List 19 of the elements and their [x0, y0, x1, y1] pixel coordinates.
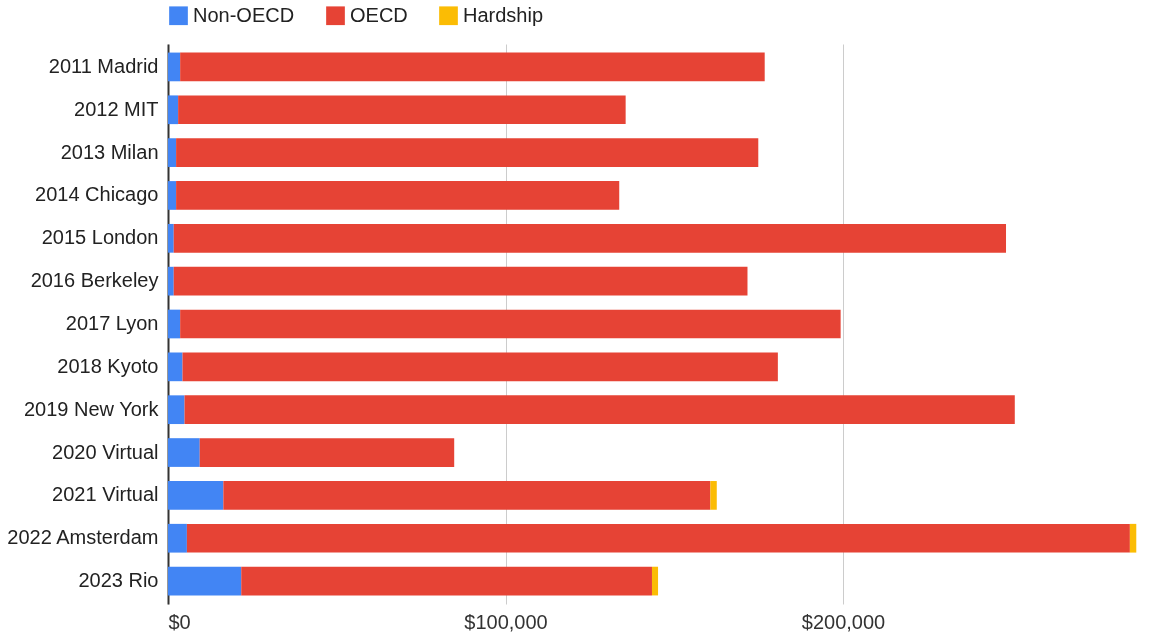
y-tick-label: 2018 Kyoto — [57, 354, 159, 377]
y-tick-label: 2019 New York — [23, 397, 160, 420]
y-tick-label: 2017 Lyon — [65, 312, 159, 334]
y-tick-label: 2012 MIT — [74, 97, 159, 120]
y-tick-label: 2021 Virtual — [52, 483, 159, 506]
legend-label: OECD — [350, 3, 408, 26]
legend-label: Non-OECD — [193, 3, 295, 26]
y-tick-label: 2011 Madrid — [48, 54, 159, 77]
y-tick-label: 2013 Milan — [60, 140, 159, 163]
x-tick-label: $100,000 — [464, 610, 548, 633]
x-tick-label: $200,000 — [801, 610, 886, 633]
y-tick-label: 2015 London — [41, 226, 159, 249]
x-tick-label: $0 — [168, 610, 191, 633]
y-tick-label: 2020 Virtual — [52, 440, 159, 463]
y-tick-label: 2014 Chicago — [35, 183, 159, 206]
y-tick-label: 2016 Berkeley — [30, 269, 159, 292]
y-tick-label: 2023 Rio — [78, 569, 159, 592]
y-tick-label: 2022 Amsterdam — [7, 526, 159, 549]
legend-label: Hardship — [463, 3, 544, 26]
